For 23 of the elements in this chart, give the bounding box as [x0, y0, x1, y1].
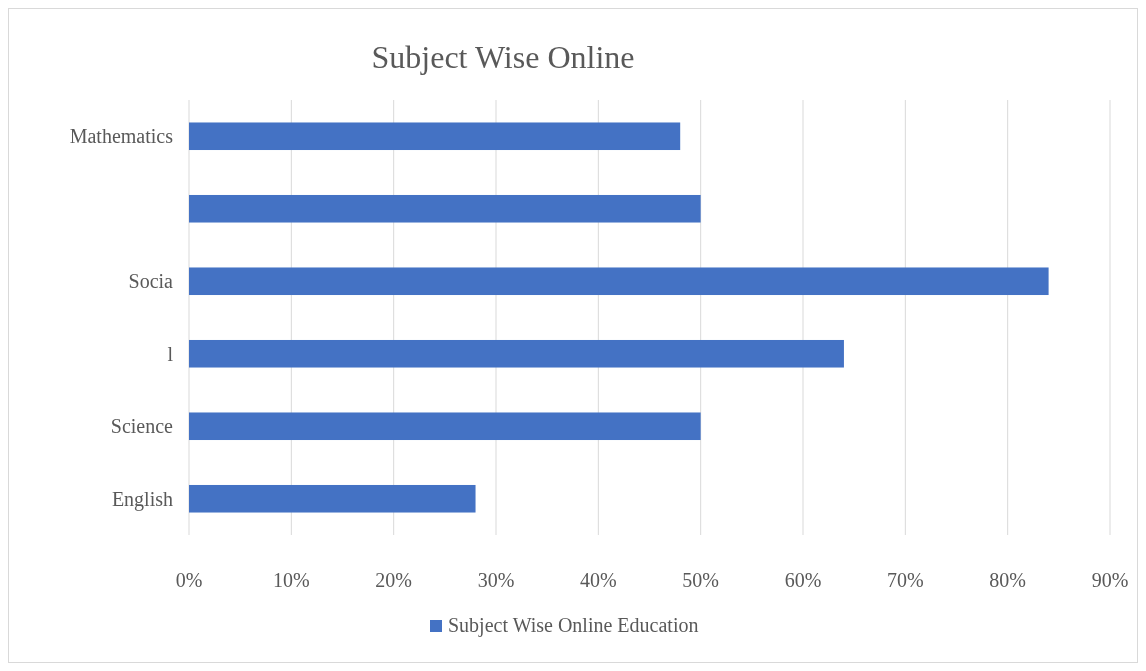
x-tick-label: 80% [989, 569, 1026, 591]
x-tick-label: 60% [784, 569, 822, 591]
legend-label: Subject Wise Online Education [448, 614, 699, 637]
x-tick-label: 40% [580, 569, 617, 591]
x-tick-label: 0% [175, 569, 203, 591]
x-tick-label: 30% [477, 569, 515, 591]
x-tick-label: 70% [887, 569, 924, 591]
x-tick-label: 10% [273, 569, 310, 591]
x-tick-label: 90% [1091, 569, 1129, 591]
chart-title: Subject Wise Online [371, 39, 635, 75]
bar [189, 339, 844, 368]
x-tick-label: 50% [682, 569, 719, 591]
y-tick-label: Science [110, 415, 174, 438]
bar [189, 412, 701, 441]
y-tick-label: Socia [128, 270, 174, 293]
bar [189, 122, 681, 151]
y-tick-label: Mathematics [69, 125, 174, 148]
y-tick-label: English [111, 487, 173, 511]
bar [189, 194, 701, 223]
y-tick-label: l [167, 342, 174, 365]
x-tick-label: 20% [375, 569, 412, 591]
bar [189, 267, 1049, 296]
bar [189, 484, 476, 513]
